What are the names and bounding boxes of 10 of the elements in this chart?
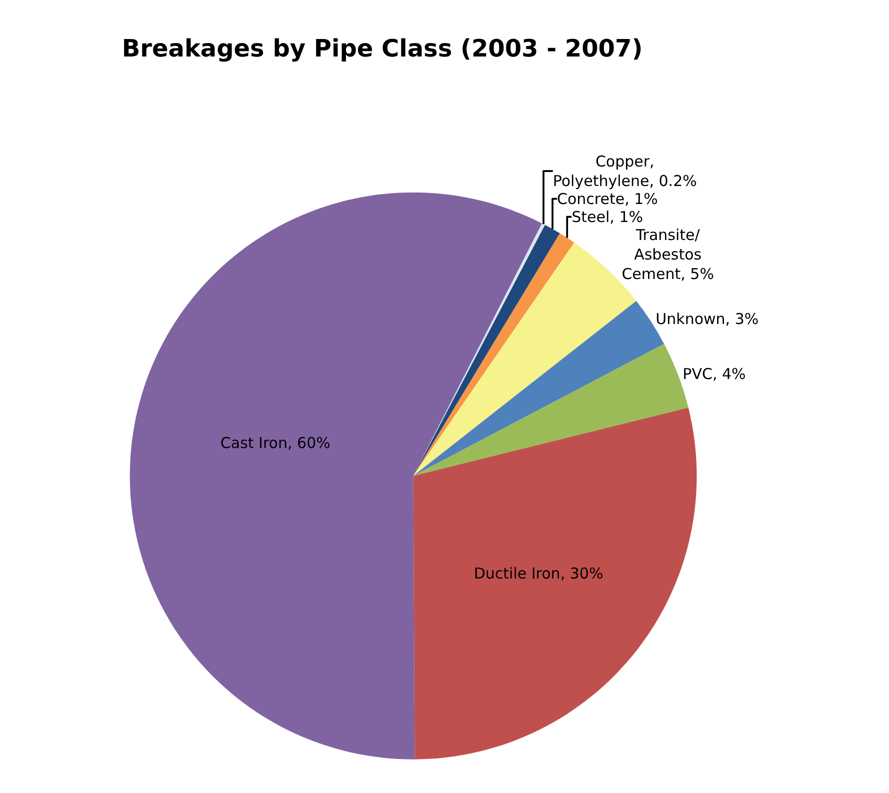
slice-label: Copper, Polyethylene, 0.2% [552, 152, 697, 190]
slice-label: Unknown, 3% [656, 310, 759, 328]
slice-label: Cast Iron, 60% [220, 434, 330, 452]
slice-label: Concrete, 1% [557, 190, 658, 208]
slice-label: PVC, 4% [682, 364, 746, 383]
slice-label: Steel, 1% [572, 208, 643, 226]
slice-label: Transite/ Asbestos Cement, 5% [622, 226, 714, 283]
pie-slice [413, 408, 697, 760]
slice-label: Ductile Iron, 30% [474, 564, 604, 582]
chart-title: Breakages by Pipe Class (2003 - 2007) [122, 34, 643, 62]
